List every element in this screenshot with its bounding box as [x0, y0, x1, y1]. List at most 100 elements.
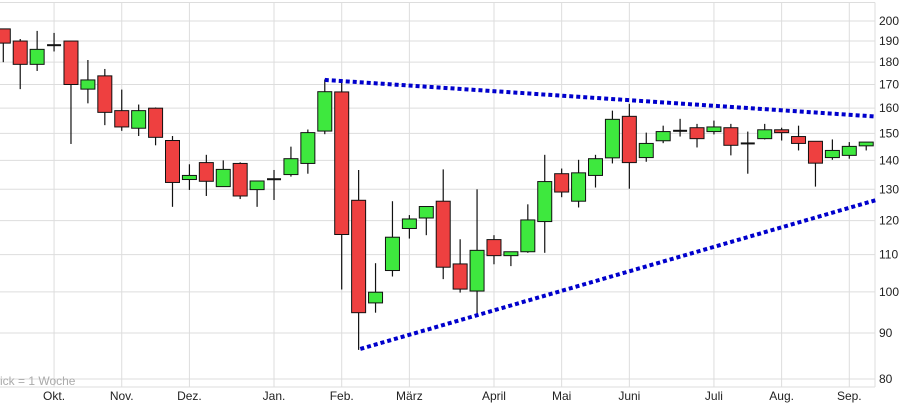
interval-note: ick = 1 Woche	[0, 374, 76, 388]
y-tick-label: 80	[879, 372, 893, 386]
candle-body	[63, 40, 79, 86]
x-tick-label: Feb.	[330, 389, 354, 403]
candle-body	[198, 162, 214, 182]
candle-body	[181, 174, 197, 181]
candle	[774, 127, 790, 141]
candle	[401, 215, 417, 239]
y-tick-label: 90	[879, 326, 893, 340]
candle-body	[520, 219, 536, 253]
y-tick-label: 200	[879, 14, 899, 28]
candle	[351, 169, 367, 350]
candle	[114, 89, 130, 131]
y-tick-label: 130	[879, 182, 899, 196]
candle-body	[368, 291, 384, 304]
candle-body	[452, 263, 468, 290]
candle	[63, 40, 79, 144]
candle	[317, 79, 333, 135]
candle	[486, 235, 502, 265]
candle-body	[249, 180, 265, 191]
candle	[198, 154, 214, 196]
candle	[249, 180, 265, 207]
y-tick-label: 180	[879, 55, 899, 69]
candle	[588, 154, 603, 188]
y-tick-label: 170	[879, 78, 899, 92]
candle	[418, 206, 434, 236]
candle	[334, 82, 350, 290]
candle-body	[80, 79, 96, 90]
candle	[469, 189, 485, 315]
candle-body	[689, 127, 705, 140]
candle	[604, 110, 620, 164]
candle-body	[791, 136, 807, 144]
candle	[807, 140, 823, 187]
candle-body	[554, 173, 570, 193]
candle	[571, 159, 587, 208]
candle-body	[351, 199, 367, 314]
candle-body	[588, 158, 603, 176]
candles	[0, 28, 874, 350]
candle	[791, 125, 807, 151]
candle	[384, 201, 400, 277]
candle-body	[215, 168, 231, 188]
candle	[520, 204, 536, 253]
candle-body	[638, 142, 654, 159]
candle	[283, 146, 299, 177]
candle-body	[300, 132, 316, 164]
x-tick-label: Aug.	[769, 389, 794, 403]
candle-body	[841, 145, 857, 156]
candle	[554, 168, 570, 198]
candle-body	[165, 139, 180, 183]
candle	[148, 107, 164, 146]
x-tick-label: Jan.	[263, 389, 286, 403]
x-tick-label: Mai	[552, 389, 571, 403]
candle-body	[807, 140, 823, 164]
candle	[267, 169, 282, 200]
trendline	[324, 77, 877, 119]
candle	[757, 123, 773, 140]
candle	[435, 169, 451, 280]
candle	[740, 131, 755, 174]
candle	[47, 32, 62, 52]
candle-body	[503, 251, 519, 257]
x-tick-label: Nov.	[110, 389, 134, 403]
candle	[12, 38, 28, 90]
y-tick-label: 160	[879, 101, 899, 115]
candle-body	[621, 115, 637, 164]
candle-body	[774, 129, 790, 134]
candle	[689, 123, 705, 148]
candle	[452, 239, 468, 293]
x-tick-label: Sep.	[837, 389, 862, 403]
candle	[503, 251, 519, 267]
candle-body	[655, 131, 671, 142]
candle-body	[114, 110, 130, 128]
candle	[300, 129, 316, 174]
candle	[858, 141, 874, 151]
candle	[215, 160, 231, 188]
candle	[824, 139, 840, 160]
candle-body	[537, 181, 553, 223]
candle	[29, 30, 45, 71]
candle	[673, 118, 688, 137]
candle-body	[435, 200, 451, 268]
candle	[368, 263, 384, 313]
x-axis: Okt. Nov. Dez. Jan. Feb. März April Mai Juni Juli…	[43, 389, 862, 403]
candle-body	[384, 236, 400, 272]
candle-body	[571, 172, 587, 202]
candle-body	[232, 162, 248, 197]
candle	[706, 120, 722, 135]
candle-body	[0, 28, 11, 44]
y-tick-label: 140	[879, 153, 899, 167]
candle-body	[418, 206, 434, 219]
x-tick-label: Juni	[618, 389, 640, 403]
candle-body	[469, 249, 485, 292]
candle-body	[757, 129, 773, 140]
candle-body	[131, 110, 147, 129]
x-tick-label: Dez.	[177, 389, 202, 403]
candle	[97, 68, 113, 126]
candle-body	[401, 218, 417, 229]
candle-body	[97, 75, 113, 113]
x-tick-label: März	[396, 389, 423, 403]
candle-body	[317, 91, 333, 132]
candle-body	[148, 107, 164, 138]
candle-body	[824, 149, 840, 159]
